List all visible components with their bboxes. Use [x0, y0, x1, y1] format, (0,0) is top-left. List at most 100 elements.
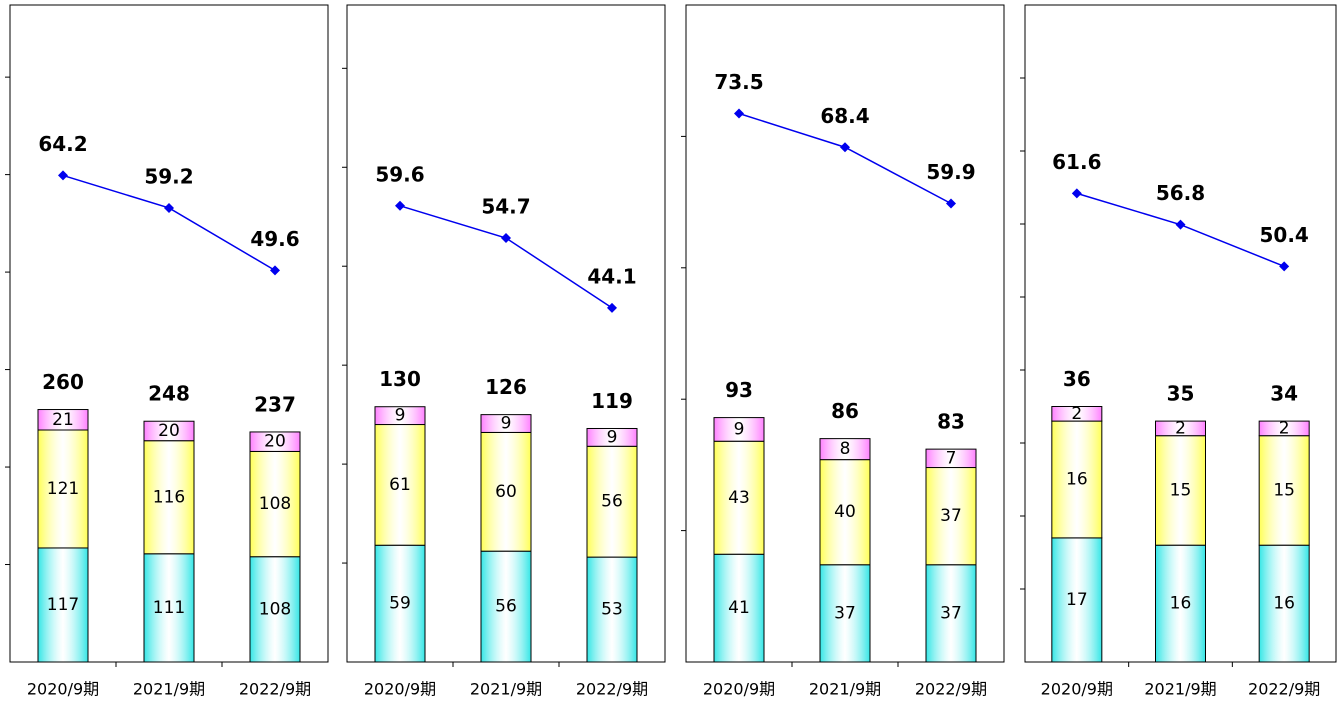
bar-segment [713, 440, 765, 555]
bar-segment [586, 445, 638, 558]
bar-segment [480, 550, 532, 663]
segment-label: 121 [47, 479, 79, 499]
bar-segment [143, 420, 195, 442]
segment-label: 111 [153, 598, 185, 618]
bar-segment [713, 417, 765, 442]
bar-segment [374, 544, 426, 663]
segment-label: 16 [1170, 594, 1192, 614]
total-label: 36 [1063, 367, 1091, 391]
segment-label: 20 [158, 421, 180, 441]
bar-segment [1258, 544, 1310, 663]
segment-label: 21 [52, 410, 74, 430]
segment-label: 16 [1273, 594, 1295, 614]
bar-segment [37, 409, 89, 431]
x-tick-label: 2022/9期 [915, 680, 987, 699]
segment-label: 59 [389, 594, 411, 614]
line-marker [840, 142, 850, 153]
x-tick-label: 2022/9期 [1248, 680, 1320, 699]
segment-label: 2 [1279, 418, 1290, 438]
bar-segment [249, 431, 301, 452]
segment-label: 60 [495, 482, 517, 502]
segment-label: 9 [395, 406, 406, 426]
total-label: 93 [725, 378, 753, 402]
bar-segment [37, 547, 89, 663]
line-label: 59.2 [144, 164, 193, 188]
x-tick-label: 2020/9期 [27, 680, 99, 699]
line-label: 68.4 [820, 104, 869, 128]
segment-label: 53 [601, 600, 623, 620]
segment-label: 56 [495, 597, 517, 617]
total-label: 126 [485, 375, 527, 399]
line-label: 73.5 [714, 70, 763, 94]
total-label: 34 [1270, 382, 1298, 406]
line-label: 56.8 [1156, 181, 1205, 205]
segment-label: 56 [601, 492, 623, 512]
segment-label: 2 [1071, 404, 1082, 424]
total-label: 86 [831, 399, 859, 423]
line-marker [395, 200, 405, 211]
x-tick-label: 2022/9期 [576, 680, 648, 699]
segment-label: 17 [1066, 590, 1088, 610]
segment-label: 20 [264, 432, 286, 452]
segment-label: 8 [840, 439, 851, 459]
x-tick-label: 2022/9期 [239, 680, 311, 699]
line-label: 50.4 [1259, 223, 1308, 247]
bar-segment [586, 427, 638, 447]
bar-segment [819, 564, 871, 663]
bar-segment [143, 440, 195, 555]
line-label: 44.1 [587, 264, 636, 288]
segment-label: 2 [1175, 418, 1186, 438]
segment-label: 116 [153, 487, 185, 507]
total-label: 130 [379, 367, 421, 391]
x-tick-label: 2021/9期 [1144, 680, 1216, 699]
x-tick-label: 2021/9期 [133, 680, 205, 699]
line-marker [501, 233, 511, 244]
line-label: 64.2 [38, 132, 87, 156]
line-marker [58, 170, 68, 181]
total-label: 83 [937, 410, 965, 434]
x-tick-label: 2021/9期 [809, 680, 881, 699]
segment-label: 9 [607, 427, 618, 447]
segment-label: 37 [940, 603, 962, 623]
segment-label: 117 [47, 595, 79, 615]
line-label: 59.6 [375, 162, 424, 186]
bar-segment [1155, 544, 1206, 663]
bar-segment [480, 431, 532, 552]
line-marker [164, 202, 174, 213]
line [399, 205, 613, 309]
bar-segment [925, 448, 977, 469]
segment-label: 16 [1066, 470, 1088, 490]
line-marker [734, 108, 744, 119]
bar-segment [586, 556, 638, 663]
bar-segment [1155, 420, 1206, 437]
segment-label: 15 [1273, 480, 1295, 500]
segment-label: 40 [834, 502, 856, 522]
segment-label: 37 [834, 603, 856, 623]
segment-label: 9 [734, 419, 745, 439]
bar-segment [819, 438, 871, 461]
segment-label: 41 [728, 598, 750, 618]
bar-segment [143, 553, 195, 663]
segment-label: 9 [501, 414, 512, 434]
line-label: 49.6 [250, 227, 299, 251]
total-label: 119 [591, 389, 633, 413]
bar-segment [819, 459, 871, 566]
line-label: 54.7 [481, 195, 530, 219]
segment-label: 15 [1170, 480, 1192, 500]
line-marker [946, 198, 956, 209]
bar-segment [1051, 420, 1103, 539]
segment-label: 108 [259, 494, 291, 514]
x-tick-label: 2021/9期 [470, 680, 542, 699]
bar-segment [1258, 420, 1310, 437]
segment-label: 61 [389, 475, 411, 495]
x-tick-label: 2020/9期 [703, 680, 775, 699]
total-label: 260 [42, 370, 84, 394]
bar-segment [480, 414, 532, 433]
line-marker [1071, 188, 1082, 199]
bar-segment [925, 467, 977, 566]
segment-label: 7 [946, 448, 957, 468]
segment-label: 43 [728, 488, 750, 508]
line-label: 61.6 [1052, 150, 1101, 174]
